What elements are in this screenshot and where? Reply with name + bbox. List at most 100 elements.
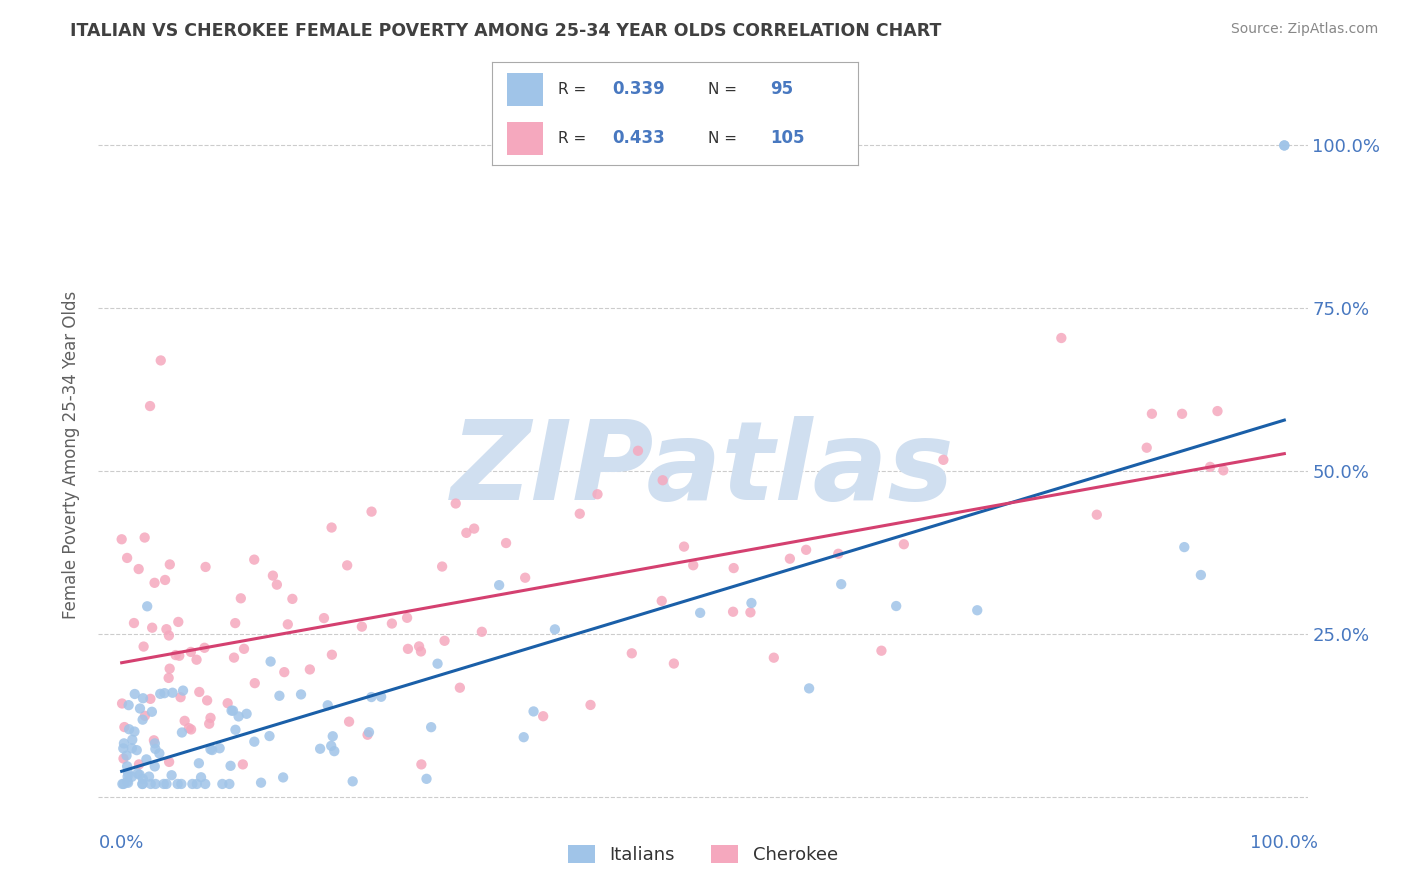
Point: [316, 698, 339, 713]
Point: [281, 591, 304, 606]
Point: [112, 720, 135, 734]
Point: [149, 687, 172, 701]
Point: [568, 507, 591, 521]
Point: [195, 693, 218, 707]
Point: [396, 611, 419, 625]
Point: [544, 623, 567, 637]
Point: [200, 711, 222, 725]
Point: [155, 622, 177, 636]
Point: [143, 759, 166, 773]
Point: [870, 644, 893, 658]
Point: [170, 725, 193, 739]
Point: [211, 777, 233, 791]
Point: [271, 771, 294, 785]
Point: [132, 691, 155, 706]
Point: [188, 685, 211, 699]
Point: [117, 766, 139, 780]
Point: [201, 743, 224, 757]
Point: [1272, 138, 1295, 153]
Point: [342, 774, 364, 789]
Point: [243, 676, 266, 690]
Point: [1136, 441, 1159, 455]
Point: [360, 690, 382, 704]
Point: [190, 770, 212, 784]
Point: [266, 577, 288, 591]
Point: [153, 573, 176, 587]
Point: [1206, 404, 1229, 418]
Point: [139, 777, 162, 791]
Point: [167, 648, 190, 663]
Point: [682, 558, 704, 573]
Point: [115, 759, 138, 773]
Point: [143, 736, 166, 750]
Point: [797, 681, 820, 696]
Point: [121, 732, 143, 747]
Point: [290, 687, 312, 701]
Text: N =: N =: [707, 131, 741, 146]
Point: [128, 757, 150, 772]
Point: [166, 777, 188, 791]
Point: [138, 770, 160, 784]
Point: [141, 705, 163, 719]
Point: [488, 578, 510, 592]
Point: [208, 741, 231, 756]
Point: [125, 743, 148, 757]
Point: [111, 533, 134, 547]
Point: [408, 640, 430, 654]
Text: ZIPatlas: ZIPatlas: [451, 417, 955, 524]
Point: [1199, 459, 1222, 474]
Bar: [506, 73, 543, 105]
Point: [129, 701, 152, 715]
Point: [512, 730, 534, 744]
Point: [117, 776, 139, 790]
Text: 0.433: 0.433: [613, 129, 665, 147]
Point: [323, 744, 346, 758]
Point: [117, 698, 139, 713]
Point: [740, 596, 762, 610]
Point: [124, 724, 146, 739]
Point: [259, 655, 281, 669]
Point: [180, 723, 202, 737]
Point: [232, 757, 254, 772]
Point: [672, 540, 695, 554]
Point: [337, 714, 360, 729]
Point: [221, 704, 243, 718]
Point: [433, 633, 456, 648]
Point: [321, 739, 343, 753]
Point: [262, 568, 284, 582]
Point: [381, 616, 404, 631]
Legend: Italians, Cherokee: Italians, Cherokee: [560, 836, 846, 873]
Text: 105: 105: [770, 129, 804, 147]
Point: [586, 487, 609, 501]
Point: [134, 531, 156, 545]
Point: [495, 536, 517, 550]
Point: [309, 741, 332, 756]
Point: [149, 353, 172, 368]
Point: [409, 644, 432, 658]
Point: [173, 714, 195, 728]
Point: [200, 742, 222, 756]
Point: [779, 551, 801, 566]
Point: [456, 525, 478, 540]
Point: [932, 453, 955, 467]
Point: [463, 522, 485, 536]
Point: [222, 650, 245, 665]
Point: [321, 648, 343, 662]
Point: [721, 605, 744, 619]
Point: [186, 653, 208, 667]
Point: [794, 542, 817, 557]
Point: [233, 641, 256, 656]
Point: [198, 716, 221, 731]
Point: [322, 729, 344, 743]
Point: [128, 768, 150, 782]
Point: [273, 665, 295, 680]
Point: [224, 723, 246, 737]
Point: [153, 686, 176, 700]
Point: [148, 747, 170, 761]
Point: [117, 770, 139, 784]
Point: [115, 748, 138, 763]
Point: [243, 734, 266, 748]
Point: [250, 775, 273, 789]
Point: [723, 561, 745, 575]
Point: [157, 671, 180, 685]
